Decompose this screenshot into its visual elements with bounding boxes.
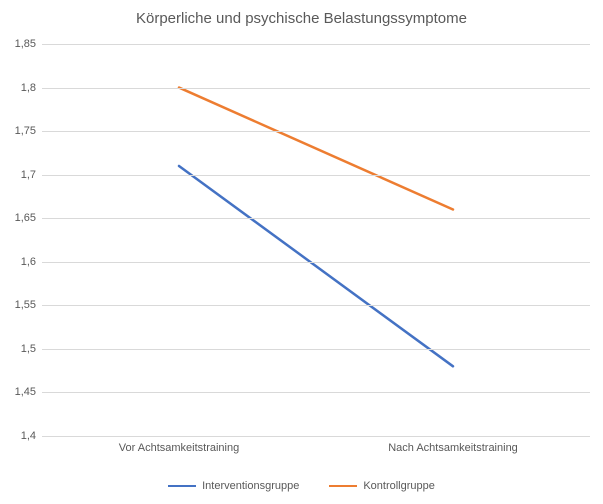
chart-title: Körperliche und psychische Belastungssym…: [0, 10, 603, 27]
gridline: [42, 44, 590, 45]
gridline: [42, 131, 590, 132]
legend-item: Interventionsgruppe: [168, 480, 299, 492]
legend-item: Kontrollgruppe: [329, 480, 435, 492]
y-tick-label: 1,4: [21, 430, 42, 442]
y-tick-label: 1,85: [15, 38, 42, 50]
series-line: [179, 88, 453, 210]
y-tick-label: 1,5: [21, 343, 42, 355]
chart-container: Körperliche und psychische Belastungssym…: [0, 0, 603, 504]
gridline: [42, 218, 590, 219]
gridline: [42, 175, 590, 176]
legend-label: Interventionsgruppe: [202, 480, 299, 492]
y-tick-label: 1,8: [21, 82, 42, 94]
legend-swatch: [329, 485, 357, 487]
x-tick-label: Nach Achtsamkeitstraining: [388, 436, 518, 454]
y-tick-label: 1,65: [15, 212, 42, 224]
gridline: [42, 262, 590, 263]
series-line: [179, 166, 453, 366]
gridline: [42, 349, 590, 350]
gridline: [42, 305, 590, 306]
legend-swatch: [168, 485, 196, 487]
legend: Interventionsgruppe Kontrollgruppe: [0, 480, 603, 492]
y-tick-label: 1,55: [15, 299, 42, 311]
y-tick-label: 1,75: [15, 125, 42, 137]
gridline: [42, 88, 590, 89]
legend-label: Kontrollgruppe: [363, 480, 435, 492]
gridline: [42, 392, 590, 393]
y-tick-label: 1,7: [21, 169, 42, 181]
y-tick-label: 1,6: [21, 256, 42, 268]
y-tick-label: 1,45: [15, 386, 42, 398]
plot-area: 1,41,451,51,551,61,651,71,751,81,85Vor A…: [42, 44, 590, 436]
x-tick-label: Vor Achtsamkeitstraining: [119, 436, 239, 454]
chart-lines: [42, 44, 590, 436]
